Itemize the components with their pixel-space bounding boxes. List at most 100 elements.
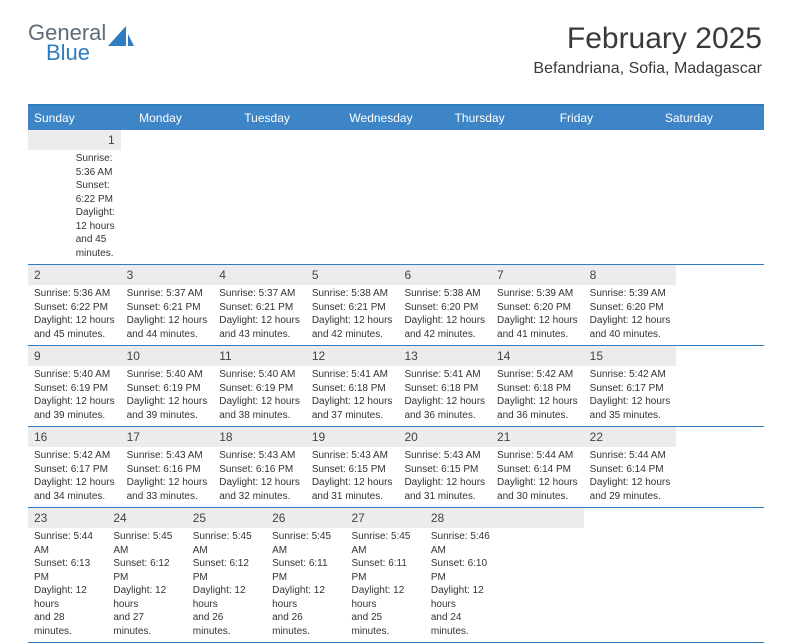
- sun-info-line: and 42 minutes.: [404, 328, 485, 342]
- sun-info-line: Sunrise: 5:40 AM: [219, 368, 300, 382]
- sun-info: Sunrise: 5:41 AMSunset: 6:18 PMDaylight:…: [306, 366, 399, 422]
- sun-info-line: Sunset: 6:16 PM: [219, 463, 300, 477]
- day-number: [53, 130, 65, 150]
- sun-info-line: Sunset: 6:13 PM: [34, 557, 101, 584]
- sun-info: Sunrise: 5:45 AMSunset: 6:12 PMDaylight:…: [187, 528, 266, 638]
- calendar-week: 9101112131415Sunrise: 5:40 AMSunset: 6:1…: [28, 345, 764, 426]
- day-content-row: Sunrise: 5:36 AMSunset: 6:22 PMDaylight:…: [28, 285, 676, 345]
- day-number: 16: [28, 427, 121, 447]
- sun-info-line: and 26 minutes.: [272, 611, 339, 638]
- sun-info-line: and 29 minutes.: [590, 490, 671, 504]
- sun-info-line: and 24 minutes.: [431, 611, 498, 638]
- sun-info-line: Sunset: 6:11 PM: [352, 557, 419, 584]
- day-number: 7: [491, 265, 584, 285]
- sun-info-line: Sunrise: 5:39 AM: [590, 287, 671, 301]
- sun-info-line: Daylight: 12 hours: [497, 476, 578, 490]
- sun-info-line: Sunset: 6:18 PM: [312, 382, 393, 396]
- sun-info-line: and 34 minutes.: [34, 490, 115, 504]
- sun-info-line: Daylight: 12 hours: [219, 395, 300, 409]
- sun-info-line: Sunset: 6:17 PM: [34, 463, 115, 477]
- sun-info-line: Daylight: 12 hours: [431, 584, 498, 611]
- day-header: Thursday: [449, 106, 554, 130]
- sun-info-line: Sunset: 6:19 PM: [34, 382, 115, 396]
- sun-info-line: Sunrise: 5:46 AM: [431, 530, 498, 557]
- sun-info-line: Daylight: 12 hours: [312, 395, 393, 409]
- calendar-cell: Sunrise: 5:42 AMSunset: 6:17 PMDaylight:…: [28, 447, 121, 507]
- calendar-cell: Sunrise: 5:38 AMSunset: 6:21 PMDaylight:…: [306, 285, 399, 345]
- sun-info-line: Sunset: 6:19 PM: [127, 382, 208, 396]
- sun-info-line: Daylight: 12 hours: [590, 314, 671, 328]
- sun-info-line: Daylight: 12 hours: [272, 584, 339, 611]
- sun-info: Sunrise: 5:42 AMSunset: 6:18 PMDaylight:…: [491, 366, 584, 422]
- sun-info-line: and 39 minutes.: [127, 409, 208, 423]
- sun-info-line: Sunset: 6:18 PM: [404, 382, 485, 396]
- sun-info-line: Sunset: 6:16 PM: [127, 463, 208, 477]
- sun-info-line: Daylight: 12 hours: [352, 584, 419, 611]
- calendar-cell: Sunrise: 5:38 AMSunset: 6:20 PMDaylight:…: [398, 285, 491, 345]
- sun-info-line: Daylight: 12 hours: [34, 395, 115, 409]
- sun-info-line: Sunrise: 5:45 AM: [272, 530, 339, 557]
- sun-info-line: Daylight: 12 hours: [404, 395, 485, 409]
- sun-info-line: and 27 minutes.: [113, 611, 180, 638]
- day-number: 13: [398, 346, 491, 366]
- sun-info-line: and 43 minutes.: [219, 328, 300, 342]
- sun-info: Sunrise: 5:40 AMSunset: 6:19 PMDaylight:…: [28, 366, 121, 422]
- sun-info-line: Sunrise: 5:44 AM: [590, 449, 671, 463]
- sun-info: Sunrise: 5:46 AMSunset: 6:10 PMDaylight:…: [425, 528, 504, 638]
- day-number: 22: [584, 427, 677, 447]
- sun-info: Sunrise: 5:41 AMSunset: 6:18 PMDaylight:…: [398, 366, 491, 422]
- calendar-cell: Sunrise: 5:39 AMSunset: 6:20 PMDaylight:…: [584, 285, 677, 345]
- sun-info-line: Sunrise: 5:42 AM: [497, 368, 578, 382]
- day-number: 1: [102, 130, 121, 150]
- calendar-week: 232425262728Sunrise: 5:44 AMSunset: 6:13…: [28, 507, 764, 642]
- sun-info-line: Daylight: 12 hours: [76, 206, 115, 233]
- calendar-cell: Sunrise: 5:44 AMSunset: 6:13 PMDaylight:…: [28, 528, 107, 642]
- calendar-cell: Sunrise: 5:43 AMSunset: 6:16 PMDaylight:…: [121, 447, 214, 507]
- sun-info: Sunrise: 5:39 AMSunset: 6:20 PMDaylight:…: [491, 285, 584, 341]
- day-number: 28: [425, 508, 504, 528]
- sun-info-line: Sunrise: 5:40 AM: [34, 368, 115, 382]
- day-number: 24: [107, 508, 186, 528]
- day-number: 20: [398, 427, 491, 447]
- sun-info-line: Sunrise: 5:42 AM: [590, 368, 671, 382]
- day-number: 4: [213, 265, 306, 285]
- sun-info-line: Sunrise: 5:43 AM: [404, 449, 485, 463]
- day-header: Tuesday: [238, 106, 343, 130]
- sun-info-line: Sunset: 6:17 PM: [590, 382, 671, 396]
- calendar-cell: Sunrise: 5:45 AMSunset: 6:11 PMDaylight:…: [266, 528, 345, 642]
- sun-info-line: Sunset: 6:12 PM: [193, 557, 260, 584]
- calendar-cell: Sunrise: 5:42 AMSunset: 6:18 PMDaylight:…: [491, 366, 584, 426]
- day-number: 17: [121, 427, 214, 447]
- sun-info-line: Daylight: 12 hours: [113, 584, 180, 611]
- sun-info-line: Daylight: 12 hours: [34, 476, 115, 490]
- sun-info-line: Daylight: 12 hours: [312, 476, 393, 490]
- calendar-cell: Sunrise: 5:37 AMSunset: 6:21 PMDaylight:…: [213, 285, 306, 345]
- calendar-cell: Sunrise: 5:40 AMSunset: 6:19 PMDaylight:…: [121, 366, 214, 426]
- day-number: [40, 130, 52, 150]
- calendar-week: 2345678Sunrise: 5:36 AMSunset: 6:22 PMDa…: [28, 264, 764, 345]
- sun-info-line: and 39 minutes.: [34, 409, 115, 423]
- sun-info-line: Sunrise: 5:45 AM: [193, 530, 260, 557]
- sun-info-line: Sunrise: 5:45 AM: [352, 530, 419, 557]
- sun-info: Sunrise: 5:44 AMSunset: 6:14 PMDaylight:…: [491, 447, 584, 503]
- sun-info: Sunrise: 5:39 AMSunset: 6:20 PMDaylight:…: [584, 285, 677, 341]
- day-number: 9: [28, 346, 121, 366]
- brand-logo: General Blue: [28, 22, 134, 64]
- day-number: [77, 130, 89, 150]
- sun-info-line: Daylight: 12 hours: [404, 476, 485, 490]
- sun-info-line: Sunset: 6:15 PM: [312, 463, 393, 477]
- daynum-row: 16171819202122: [28, 427, 676, 447]
- sun-info-line: and 45 minutes.: [34, 328, 115, 342]
- sun-info-line: and 31 minutes.: [404, 490, 485, 504]
- daynum-row: 2345678: [28, 265, 676, 285]
- day-content-row: Sunrise: 5:44 AMSunset: 6:13 PMDaylight:…: [28, 528, 584, 642]
- day-header: Wednesday: [343, 106, 448, 130]
- sun-info-line: Sunrise: 5:40 AM: [127, 368, 208, 382]
- day-number: 21: [491, 427, 584, 447]
- sun-info-line: Sunset: 6:20 PM: [590, 301, 671, 315]
- day-content-row: Sunrise: 5:42 AMSunset: 6:17 PMDaylight:…: [28, 447, 676, 507]
- day-number: 11: [213, 346, 306, 366]
- sun-info-line: and 42 minutes.: [312, 328, 393, 342]
- sun-info-line: Daylight: 12 hours: [497, 314, 578, 328]
- calendar-cell: Sunrise: 5:45 AMSunset: 6:12 PMDaylight:…: [107, 528, 186, 642]
